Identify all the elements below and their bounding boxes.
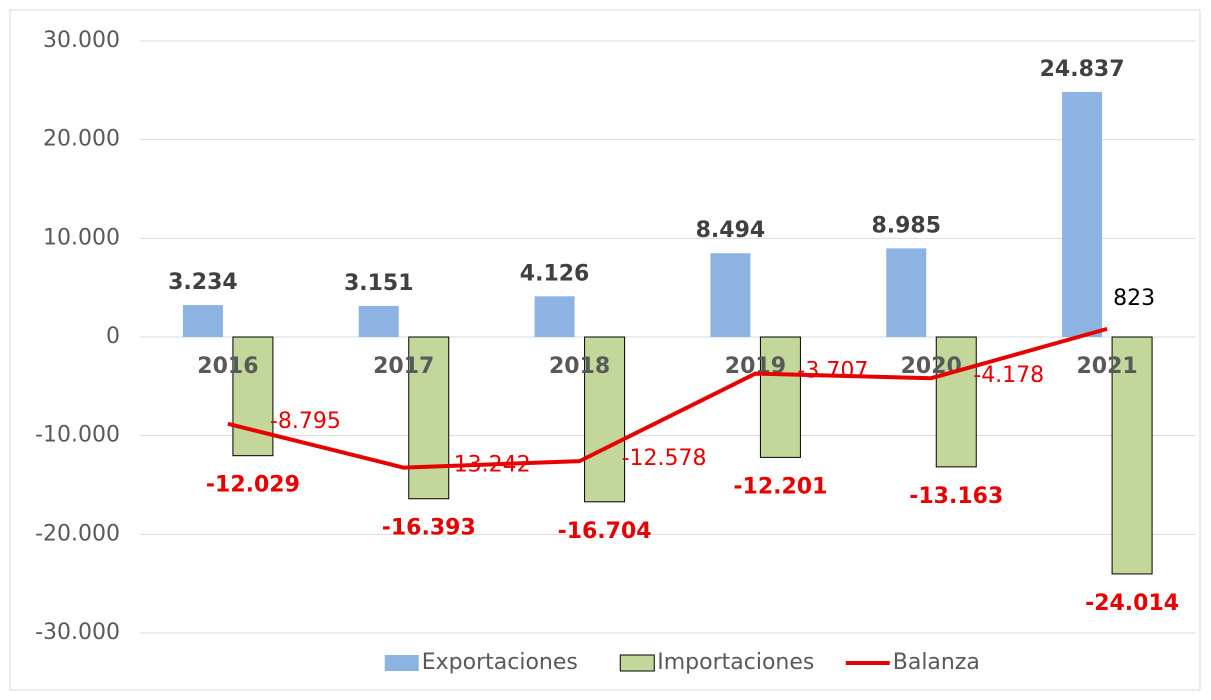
line-label: 823 (1113, 286, 1155, 311)
data-label: -24.014 (1085, 591, 1179, 616)
y-tick-label: 0 (106, 324, 120, 349)
data-label: -16.704 (558, 519, 652, 544)
legend-swatch (619, 654, 655, 672)
bar (232, 336, 274, 457)
legend-label: Exportaciones (422, 650, 578, 675)
y-tick-label: 20.000 (43, 127, 120, 152)
data-label: -16.393 (382, 516, 476, 541)
data-label: 8.494 (696, 218, 766, 243)
line-label: -12.578 (622, 446, 707, 471)
bar (886, 248, 927, 337)
bar (408, 336, 450, 500)
y-tick-label: -20.000 (35, 521, 120, 546)
data-label: 24.837 (1040, 57, 1125, 82)
bar (358, 305, 399, 337)
line-label: -4.178 (973, 363, 1044, 388)
x-tick-label: 2020 (901, 354, 962, 379)
data-label: 8.985 (871, 213, 941, 238)
y-tick-label: -10.000 (35, 423, 120, 448)
x-tick-label: 2021 (1076, 354, 1137, 379)
bar (759, 336, 801, 458)
bar (1111, 336, 1153, 575)
y-tick-label: -30.000 (35, 620, 120, 645)
bar (584, 336, 626, 503)
data-label: 3.234 (168, 270, 238, 295)
data-label: 3.151 (344, 271, 414, 296)
y-tick-label: 10.000 (43, 225, 120, 250)
bar (1062, 91, 1103, 338)
y-tick-label: 30.000 (43, 28, 120, 53)
line (227, 326, 1108, 470)
line-label: -3.707 (797, 359, 868, 384)
bar (935, 336, 977, 468)
legend-label: Balanza (893, 650, 980, 675)
line-label: -13.242 (446, 453, 531, 478)
data-label: -12.201 (733, 474, 827, 499)
x-tick-label: 2016 (197, 354, 258, 379)
x-tick-label: 2018 (549, 354, 610, 379)
line-label: -8.795 (270, 409, 341, 434)
bar (534, 296, 575, 337)
data-label: -13.163 (909, 484, 1003, 509)
legend-label: Importaciones (657, 650, 814, 675)
data-label: 4.126 (520, 261, 590, 286)
bar (182, 305, 223, 337)
bar (710, 253, 751, 337)
data-label: -12.029 (206, 473, 300, 498)
x-tick-label: 2017 (373, 354, 434, 379)
legend-swatch (384, 655, 419, 671)
